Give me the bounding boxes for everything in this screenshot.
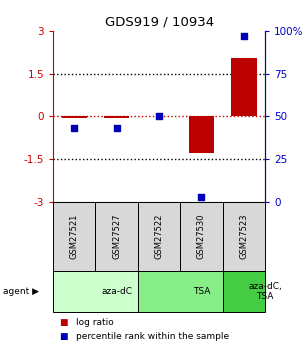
Point bbox=[114, 126, 119, 131]
Text: agent ▶: agent ▶ bbox=[3, 287, 39, 296]
Point bbox=[241, 33, 246, 39]
Point bbox=[199, 194, 204, 199]
Bar bbox=[104, 117, 129, 118]
Bar bbox=[53, 202, 95, 271]
Bar bbox=[62, 117, 87, 118]
Bar bbox=[53, 271, 138, 312]
Bar bbox=[189, 117, 214, 154]
Text: GSM27530: GSM27530 bbox=[197, 214, 206, 259]
Point bbox=[157, 114, 161, 119]
Text: GSM27522: GSM27522 bbox=[155, 214, 164, 259]
Bar bbox=[95, 202, 138, 271]
Text: ■: ■ bbox=[59, 318, 68, 327]
Text: GSM27523: GSM27523 bbox=[239, 214, 248, 259]
Bar bbox=[138, 202, 180, 271]
Bar bbox=[138, 271, 223, 312]
Text: GSM27521: GSM27521 bbox=[70, 214, 79, 259]
Text: ■: ■ bbox=[59, 332, 68, 341]
Text: percentile rank within the sample: percentile rank within the sample bbox=[76, 332, 229, 341]
Point bbox=[72, 126, 77, 131]
Text: log ratio: log ratio bbox=[76, 318, 114, 327]
Bar bbox=[231, 58, 257, 117]
Bar bbox=[223, 202, 265, 271]
Bar bbox=[223, 271, 265, 312]
Text: aza-dC,
TSA: aza-dC, TSA bbox=[248, 282, 282, 301]
Bar bbox=[180, 202, 223, 271]
Text: TSA: TSA bbox=[193, 287, 210, 296]
Text: aza-dC: aza-dC bbox=[101, 287, 132, 296]
Text: GDS919 / 10934: GDS919 / 10934 bbox=[105, 16, 214, 29]
Text: GSM27527: GSM27527 bbox=[112, 214, 121, 259]
